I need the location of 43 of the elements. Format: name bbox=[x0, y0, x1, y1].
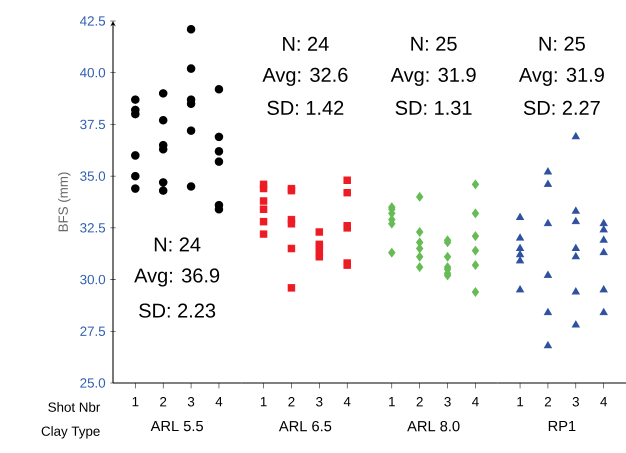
y-tick-label: 40.0 bbox=[80, 68, 106, 78]
annotation: SD: 2.23 bbox=[139, 304, 216, 318]
text: Clay Type bbox=[42, 426, 100, 439]
annotation: Avg: 36.9 bbox=[134, 268, 220, 287]
y-axis-title: BFS (mm) bbox=[58, 172, 71, 232]
x-tick-label: 4 bbox=[472, 397, 479, 406]
x-tick-label: 2 bbox=[288, 397, 294, 406]
x-tick-label: 4 bbox=[216, 397, 222, 406]
x-tick-label: 3 bbox=[444, 397, 451, 406]
x-tick-label: 4 bbox=[600, 397, 608, 406]
x-axis-title: ARL 8.0 bbox=[407, 420, 460, 432]
text: Shot Nbr bbox=[48, 402, 100, 412]
x-tick-label: 3 bbox=[188, 397, 194, 406]
y-tick-label: 42.5 bbox=[80, 16, 106, 26]
y-tick-label: 37.5 bbox=[80, 120, 106, 130]
annotation: SD: 1.42 bbox=[267, 100, 344, 115]
y-tick-label: 32.5 bbox=[80, 223, 106, 233]
annotation: SD: 2.27 bbox=[524, 100, 600, 115]
annotation: N: 24 bbox=[154, 237, 200, 252]
x-tick-label: 3 bbox=[572, 397, 579, 406]
x-tick-label: 1 bbox=[260, 397, 267, 406]
x-axis-title: ARL 5.5 bbox=[150, 420, 203, 432]
x-tick-label: 1 bbox=[132, 397, 138, 406]
y-tick-label: 25.0 bbox=[80, 378, 106, 388]
annotation: N: 25 bbox=[540, 36, 585, 51]
annotation: SD: 1.31 bbox=[396, 100, 472, 115]
y-tick-label: 35.0 bbox=[80, 171, 106, 181]
annotation: N: 25 bbox=[411, 36, 457, 51]
x-axis-title: RP1 bbox=[548, 420, 576, 432]
x-tick-label: 4 bbox=[344, 397, 351, 406]
annotation: Avg: 31.9 bbox=[390, 68, 476, 86]
x-tick-label: 1 bbox=[517, 397, 524, 406]
annotation: Avg: 31.9 bbox=[518, 68, 604, 86]
x-tick-label: 2 bbox=[416, 397, 423, 406]
annotation: N: 24 bbox=[283, 36, 329, 51]
x-tick-label: 2 bbox=[160, 397, 166, 406]
x-tick-label: 2 bbox=[544, 397, 551, 406]
y-tick-label: 27.5 bbox=[80, 326, 106, 336]
x-axis-title: ARL 6.5 bbox=[278, 420, 332, 432]
x-tick-label: 1 bbox=[389, 397, 395, 406]
x-tick-label: 3 bbox=[316, 397, 322, 406]
y-tick-label: 30.0 bbox=[80, 274, 106, 284]
annotation: Avg: 32.6 bbox=[262, 68, 348, 86]
